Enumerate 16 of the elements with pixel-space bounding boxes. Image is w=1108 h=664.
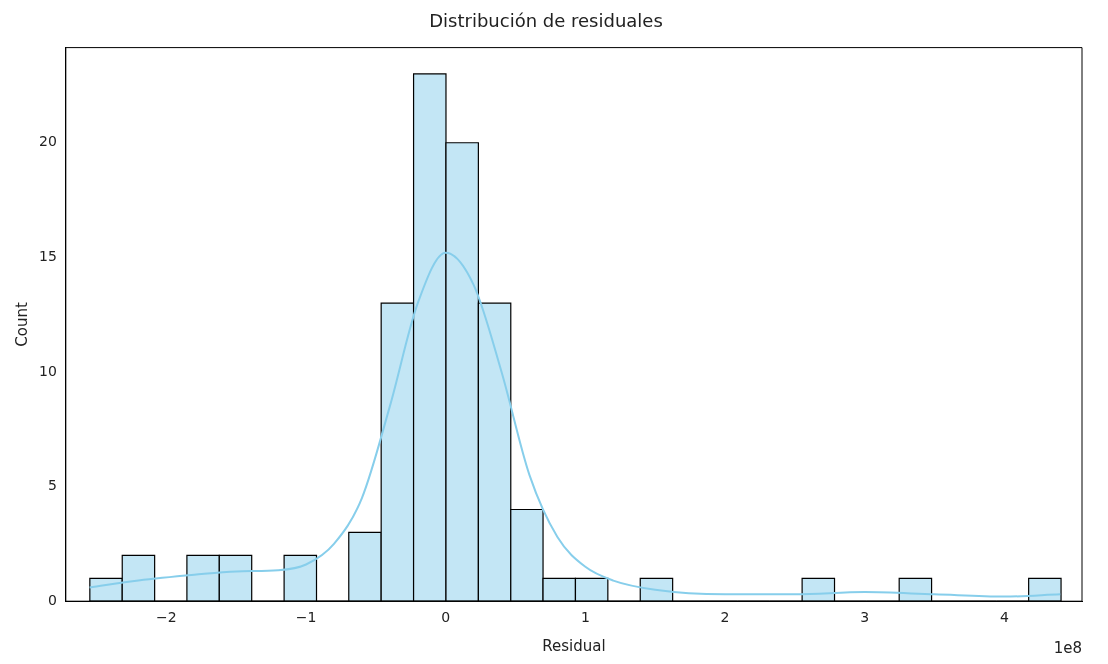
x-tick-label: −2 (156, 609, 177, 626)
y-tick-label: 10 (38, 362, 57, 379)
chart-title: Distribución de residuales (429, 10, 663, 32)
y-axis-title: Count (12, 302, 31, 347)
x-tick-label: 1 (580, 609, 590, 626)
x-tick-label: −1 (295, 609, 317, 626)
x-tick-label: 4 (999, 609, 1009, 626)
x-tick-label: 3 (860, 609, 870, 626)
y-tick-label: 5 (47, 477, 57, 494)
text: 1e8 (1053, 638, 1082, 657)
y-tick-label: 20 (38, 133, 57, 150)
x-tick-label: 2 (720, 609, 730, 626)
x-axis-title: Residual (542, 636, 606, 655)
x-tick-label: 0 (441, 609, 451, 626)
y-tick-label: 15 (38, 247, 57, 264)
y-tick-label: 0 (47, 591, 57, 608)
